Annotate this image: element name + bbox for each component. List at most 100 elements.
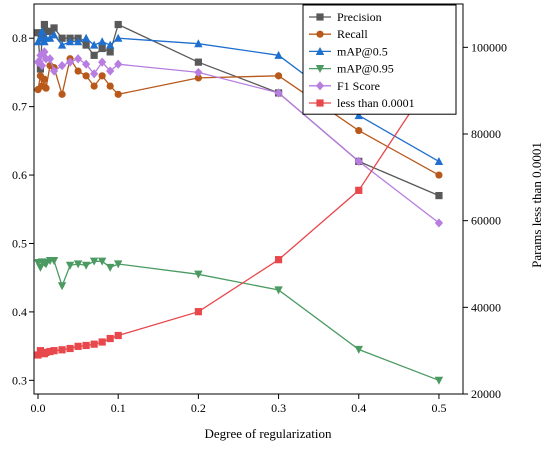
data-point-recall: [98, 72, 106, 80]
data-point-less-than-0-0001: [106, 334, 114, 343]
x-axis: 0.0 0.1 0.2 0.3 0.4 0.5: [31, 394, 446, 415]
data-point-map-0-5: [89, 40, 99, 49]
data-point-less-than-0-0001: [66, 344, 74, 353]
y-right-tick-label: 60000: [471, 214, 501, 228]
data-point-recall: [90, 82, 98, 90]
data-point-map-0-5: [194, 39, 203, 48]
data-point-precision: [46, 27, 54, 35]
legend: Precision Recall mAP@0.5 mAP@0.95 F1 Score le…: [302, 4, 457, 115]
y-right-tick-label: 20000: [471, 387, 501, 401]
y-left-tick-label: 0.4: [12, 305, 27, 319]
data-point-f1-score: [37, 60, 47, 71]
data-point-map-0-95: [65, 261, 75, 270]
data-point-map-0-5: [36, 33, 45, 42]
legend-label: mAP@0.5: [337, 44, 388, 58]
data-point-less-than-0-0001: [90, 340, 98, 348]
data-point-recall: [82, 72, 90, 80]
data-point-map-0-5: [113, 33, 123, 42]
data-point-f1-score: [98, 57, 107, 67]
y-left-tick-label: 0.3: [12, 373, 27, 387]
data-point-recall: [42, 84, 50, 92]
data-point-precision: [34, 29, 42, 37]
y-right-tick-label: 80000: [471, 127, 501, 141]
legend-item-map-0-95: mAP@0.95: [309, 62, 394, 76]
data-point-precision: [42, 27, 50, 35]
data-point-precision: [40, 20, 49, 29]
data-point-map-0-95: [113, 260, 123, 269]
data-point-f1-score: [354, 156, 363, 166]
data-point-map-0-95: [36, 263, 45, 272]
data-point-less-than-0-0001: [46, 347, 54, 356]
data-point-map-0-5: [97, 37, 107, 46]
data-point-precision: [114, 20, 122, 29]
data-point-less-than-0-0001: [74, 342, 82, 350]
y-left-tick-label: 0.5: [12, 236, 27, 250]
data-point-f1-score: [57, 60, 67, 71]
data-point-map-0-95: [49, 256, 59, 265]
data-point-f1-score: [114, 59, 123, 69]
series-less-than-0-0001: [34, 65, 443, 359]
y-axis-right-title: Params less than 0.0001: [529, 142, 544, 268]
legend-marker: [315, 65, 325, 73]
data-point-f1-score: [40, 47, 49, 57]
plot-frame: [33, 3, 464, 395]
data-point-less-than-0-0001: [82, 341, 90, 350]
data-point-map-0-5: [73, 37, 83, 46]
legend-marker: [316, 99, 324, 107]
y-left-tick-label: 0.8: [12, 31, 27, 45]
data-point-recall: [194, 74, 202, 82]
data-point-f1-score: [434, 218, 444, 228]
data-point-f1-score: [90, 69, 99, 79]
data-point-recall: [435, 171, 443, 179]
data-point-less-than-0-0001: [50, 347, 58, 355]
data-point-map-0-95: [41, 260, 51, 269]
data-point-map-0-5: [274, 50, 283, 59]
y-axis-right: 20000 40000 60000 80000 100000: [463, 40, 507, 401]
series-layer: [33, 20, 444, 385]
data-point-precision: [435, 191, 443, 200]
x-tick-label: 0.1: [111, 401, 126, 415]
data-point-map-0-95: [89, 257, 99, 266]
data-point-map-0-5: [434, 156, 444, 165]
data-point-precision: [36, 65, 45, 73]
legend-label: F1 Score: [337, 79, 380, 93]
series-line-map-0-95: [37, 259, 440, 381]
data-point-map-0-5: [49, 30, 59, 39]
data-point-less-than-0-0001: [274, 256, 283, 264]
data-point-map-0-95: [81, 261, 91, 270]
series-map-0-5: [33, 26, 444, 165]
legend-label: Recall: [337, 27, 368, 41]
data-point-f1-score: [194, 67, 203, 78]
data-point-f1-score: [74, 54, 83, 64]
legend-marker: [316, 30, 324, 38]
data-point-precision: [58, 34, 66, 42]
data-point-map-0-95: [57, 282, 67, 291]
data-point-less-than-0-0001: [114, 331, 122, 340]
data-point-recall: [114, 90, 122, 98]
x-tick-label: 0.5: [431, 401, 446, 415]
data-point-precision: [90, 51, 98, 59]
data-point-recall: [58, 90, 66, 98]
data-point-map-0-95: [434, 376, 444, 385]
data-point-recall: [274, 72, 283, 80]
data-point-map-0-95: [97, 257, 107, 266]
legend-label: Precision: [337, 10, 382, 24]
data-point-map-0-5: [57, 40, 67, 49]
x-tick-label: 0.2: [191, 401, 206, 415]
x-tick-label: 0.3: [271, 401, 286, 415]
y-left-tick-label: 0.6: [12, 168, 27, 182]
legend-box: [302, 4, 457, 115]
data-point-f1-score: [82, 59, 91, 69]
data-point-f1-score: [65, 57, 75, 67]
data-point-map-0-5: [81, 33, 91, 42]
data-point-map-0-95: [274, 286, 283, 295]
data-point-less-than-0-0001: [98, 338, 106, 346]
data-point-f1-score: [274, 88, 283, 98]
legend-item-less-than-0-0001: less than 0.0001: [309, 96, 415, 110]
data-point-map-0-5: [105, 40, 115, 49]
series-map-0-95: [33, 256, 444, 385]
data-point-recall: [40, 75, 49, 83]
data-point-map-0-5: [354, 111, 363, 120]
